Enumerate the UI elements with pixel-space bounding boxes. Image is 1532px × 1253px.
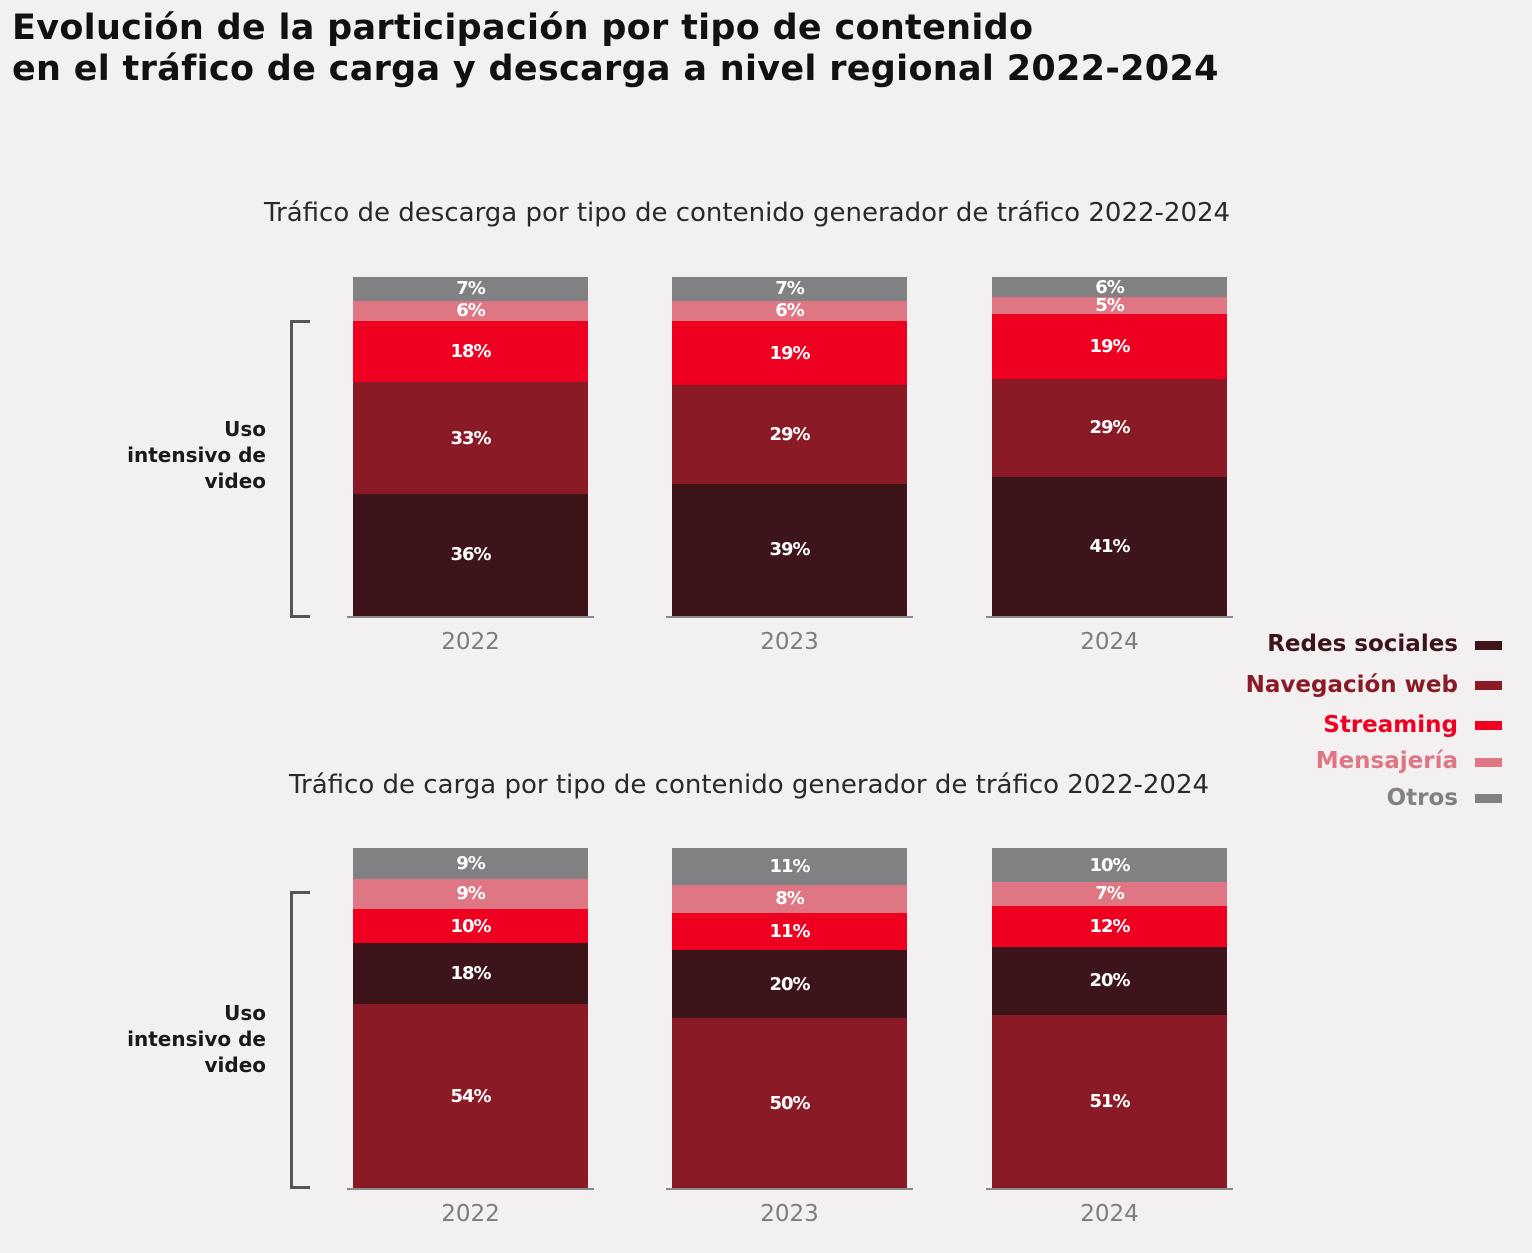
bar-segment-mensajeria-2022: 9%	[353, 878, 588, 910]
x-axis-line	[666, 616, 913, 618]
upload-chart-title: Tráfico de carga por tipo de contenido g…	[289, 770, 1210, 800]
bar-segment-redes-sociales-2022: 18%	[353, 943, 588, 1005]
bar-segment-mensajeria-2022: 6%	[353, 300, 588, 322]
download-bracket	[290, 320, 310, 618]
x-tick-label: 2022	[441, 629, 500, 655]
data-label: 12%	[1089, 915, 1130, 937]
data-label: 7%	[1095, 883, 1125, 905]
bracket-label-line: Uso	[224, 417, 266, 441]
x-tick-label: 2023	[760, 629, 819, 655]
bar-segment-otros-2023: 11%	[672, 848, 907, 886]
data-label: 29%	[1089, 417, 1130, 439]
bracket-label-line: video	[204, 1053, 266, 1077]
bar-segment-streaming-2023: 11%	[672, 912, 907, 950]
bar-segment-navegacion-web-2022: 54%	[353, 1004, 588, 1188]
data-label: 11%	[769, 856, 810, 878]
bar-segment-navegacion-web-2022: 33%	[353, 382, 588, 494]
data-label: 11%	[769, 920, 810, 942]
bar-segment-streaming-2022: 10%	[353, 909, 588, 944]
bar-segment-otros-2022: 7%	[353, 277, 588, 301]
data-label: 9%	[456, 883, 486, 905]
bracket-label-line: video	[204, 469, 266, 493]
bar-segment-redes-sociales-2023: 39%	[672, 483, 907, 616]
bar-segment-mensajeria-2024: 5%	[992, 295, 1227, 317]
x-axis-line	[347, 616, 594, 618]
bar-segment-redes-sociales-2022: 36%	[353, 493, 588, 616]
legend-swatch-redes-sociales	[1475, 641, 1502, 650]
bar-segment-redes-sociales-2023: 20%	[672, 950, 907, 1018]
download-chart-title: Tráfico de descarga por tipo de contenid…	[264, 198, 1231, 228]
bar-segment-otros-2023: 7%	[672, 277, 907, 301]
data-label: 20%	[1089, 970, 1130, 992]
legend-label-navegacion-web: Navegación web	[1245, 672, 1458, 698]
bracket-label-line: intensivo de	[127, 443, 266, 467]
data-label: 41%	[1089, 535, 1130, 557]
bar-segment-otros-2022: 9%	[353, 848, 588, 879]
x-tick-label: 2024	[1080, 1201, 1139, 1227]
data-label: 29%	[769, 424, 810, 446]
data-label: 7%	[456, 278, 486, 300]
bar-segment-otros-2024: 10%	[992, 848, 1227, 882]
x-tick-label: 2023	[760, 1201, 819, 1227]
download-bracket-label: Uso intensivo de video	[127, 416, 266, 494]
title-line-2: en el tráfico de carga y descarga a nive…	[12, 49, 1219, 89]
x-axis-line	[666, 1188, 913, 1190]
data-label: 19%	[769, 342, 810, 364]
data-label: 54%	[450, 1085, 491, 1107]
x-axis-line	[347, 1188, 594, 1190]
figure-title: Evolución de la participación por tipo d…	[12, 8, 1219, 90]
data-label: 20%	[769, 973, 810, 995]
data-label: 5%	[1095, 295, 1125, 317]
upload-bracket	[290, 891, 310, 1189]
legend-label-otros: Otros	[1386, 785, 1458, 811]
legend-label-redes-sociales: Redes sociales	[1267, 631, 1458, 657]
data-label: 39%	[769, 539, 810, 561]
x-axis-line	[986, 1188, 1233, 1190]
bar-segment-otros-2024: 6%	[992, 276, 1227, 298]
title-line-1: Evolución de la participación por tipo d…	[12, 8, 1034, 48]
data-label: 8%	[775, 888, 805, 910]
bar-segment-redes-sociales-2024: 41%	[992, 477, 1227, 616]
data-label: 18%	[450, 341, 491, 363]
data-label: 33%	[450, 427, 491, 449]
data-label: 7%	[775, 278, 805, 300]
legend-label-mensajeria: Mensajería	[1315, 748, 1458, 774]
data-label: 6%	[1095, 276, 1125, 298]
legend-swatch-streaming	[1475, 721, 1502, 730]
bar-segment-streaming-2024: 12%	[992, 905, 1227, 947]
bar-segment-mensajeria-2024: 7%	[992, 882, 1227, 906]
bar-segment-streaming-2023: 19%	[672, 321, 907, 386]
upload-bracket-label: Uso intensivo de video	[127, 1000, 266, 1078]
legend-swatch-mensajeria	[1475, 758, 1502, 767]
data-label: 6%	[456, 300, 486, 322]
bar-segment-streaming-2022: 18%	[353, 321, 588, 383]
bar-segment-streaming-2024: 19%	[992, 314, 1227, 379]
bar-segment-navegacion-web-2023: 29%	[672, 385, 907, 484]
legend-label-streaming: Streaming	[1323, 712, 1458, 738]
bar-segment-navegacion-web-2024: 29%	[992, 378, 1227, 477]
data-label: 6%	[775, 300, 805, 322]
data-label: 10%	[450, 915, 491, 937]
data-label: 51%	[1089, 1090, 1130, 1112]
legend-swatch-otros	[1475, 794, 1502, 803]
data-label: 36%	[450, 544, 491, 566]
legend-swatch-navegacion-web	[1475, 681, 1502, 690]
bar-segment-navegacion-web-2024: 51%	[992, 1014, 1227, 1188]
x-axis-line	[986, 616, 1233, 618]
bar-segment-mensajeria-2023: 6%	[672, 300, 907, 322]
bar-segment-mensajeria-2023: 8%	[672, 885, 907, 913]
data-label: 19%	[1089, 335, 1130, 357]
data-label: 18%	[450, 963, 491, 985]
x-tick-label: 2022	[441, 1201, 500, 1227]
bracket-label-line: intensivo de	[127, 1027, 266, 1051]
data-label: 9%	[456, 852, 486, 874]
x-tick-label: 2024	[1080, 629, 1139, 655]
bar-segment-navegacion-web-2023: 50%	[672, 1018, 907, 1188]
data-label: 50%	[769, 1092, 810, 1114]
data-label: 10%	[1089, 854, 1130, 876]
bar-segment-redes-sociales-2024: 20%	[992, 946, 1227, 1015]
bracket-label-line: Uso	[224, 1001, 266, 1025]
